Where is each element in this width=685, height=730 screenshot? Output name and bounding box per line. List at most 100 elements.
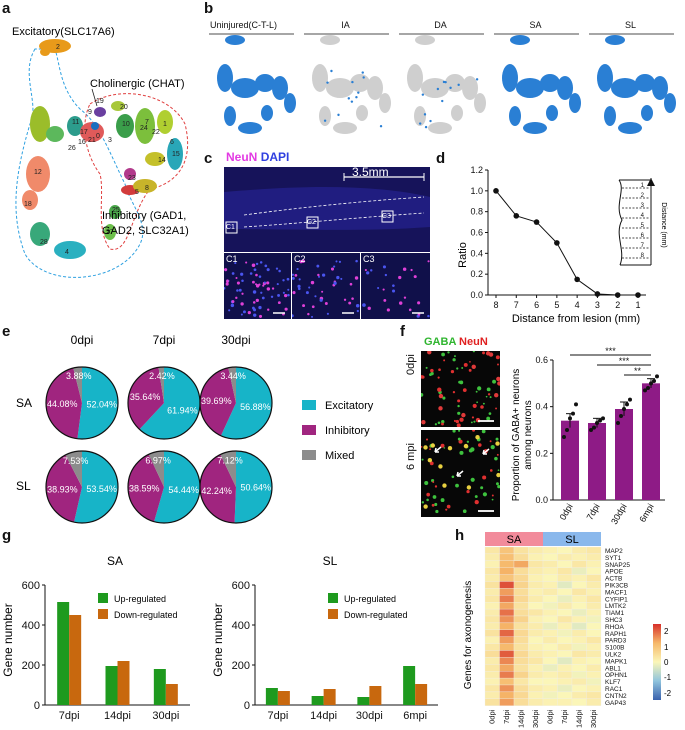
cell-dot	[355, 259, 358, 263]
heatmap-cell	[513, 622, 529, 630]
data-point	[635, 292, 641, 298]
heatmap-cell	[571, 615, 587, 624]
heatmap-cell	[499, 657, 515, 665]
x-tick-label: 14dpi	[104, 710, 131, 722]
cell-dot	[335, 260, 338, 263]
neuron-dot	[466, 485, 472, 490]
bar-down	[165, 684, 178, 705]
heatmap-cell	[484, 595, 500, 603]
arrow-icon	[434, 446, 442, 453]
heatmap-cell	[499, 622, 515, 630]
heatmap-cell	[484, 546, 500, 555]
data-point	[574, 276, 580, 283]
cell-dot	[311, 305, 315, 309]
cell-dot	[455, 483, 459, 488]
x-tick-label: 6mpi	[637, 502, 655, 524]
umap-blob	[462, 76, 478, 100]
cell-dot	[452, 391, 456, 394]
cell-dot	[305, 291, 309, 295]
umap-dot	[330, 69, 333, 73]
cbar-tick: -1	[664, 673, 672, 682]
zoom-c3-image: C3	[361, 253, 430, 319]
cell-dot	[455, 419, 460, 424]
heatmap-cell	[586, 650, 602, 658]
cell-dot	[496, 453, 499, 456]
heatmap-cell	[513, 581, 529, 589]
heatmap-cell	[513, 698, 529, 706]
heatmap-cell	[557, 608, 573, 617]
heatmap-cell	[513, 629, 529, 637]
neuron-dot	[471, 364, 476, 369]
x-tick-label: 7	[514, 300, 519, 310]
significance-stars: **	[634, 366, 642, 376]
cell-dot	[236, 289, 239, 292]
heatmap-cell	[557, 560, 573, 568]
umap-blob	[523, 122, 547, 134]
y-tick-label: 1.0	[470, 186, 483, 196]
data-point	[652, 379, 656, 383]
cell-dot	[333, 265, 336, 268]
cell-dot	[454, 355, 456, 358]
cell-dot	[489, 396, 492, 399]
cell-dot	[440, 443, 445, 448]
row-header-sl: SL	[16, 479, 31, 493]
cell-dot	[456, 367, 459, 370]
neuron-dot	[442, 483, 447, 488]
zoom-c1-label: C1	[226, 254, 238, 264]
heatmap-cell	[586, 691, 602, 699]
umap-dot	[362, 76, 365, 79]
cell-dot	[476, 401, 479, 404]
condition-label-3: SA	[529, 20, 541, 30]
data-point	[614, 292, 621, 298]
cell-dot	[349, 282, 353, 286]
heatmap-cell	[542, 629, 558, 637]
cell-dot	[286, 277, 290, 281]
cell-dot	[475, 390, 478, 393]
x-tick-label: 4	[575, 300, 580, 310]
heatmap-cell	[513, 615, 529, 624]
heatmap-cell	[513, 595, 529, 603]
heatmap-cell	[557, 650, 573, 658]
data-point	[493, 188, 499, 194]
heatmap-cell	[557, 657, 573, 665]
cell-dot	[277, 301, 281, 305]
umap-dot	[421, 93, 425, 96]
heatmap-cell	[571, 588, 587, 596]
cell-dot	[453, 419, 456, 423]
cell-dot	[263, 281, 266, 284]
g-legend-swatch-up-sl	[328, 593, 338, 603]
heatmap-cell	[571, 657, 587, 665]
cell-dot	[282, 279, 285, 282]
heatmap-cell	[528, 574, 544, 582]
cell-dot	[276, 283, 279, 286]
umap-blob	[474, 93, 486, 113]
cell-dot	[457, 399, 461, 403]
umap-blob	[540, 74, 560, 92]
cell-dot	[410, 268, 413, 272]
cell-dot	[253, 313, 257, 317]
cell-dot	[255, 273, 258, 277]
cell-dot	[432, 495, 437, 499]
cell-dot	[382, 288, 385, 291]
pie-value-label: 7.12%	[217, 456, 243, 466]
cell-dot	[456, 423, 461, 427]
cell-dot	[252, 308, 256, 311]
panel-label-c: c	[204, 150, 213, 167]
x-tick-label: 0dpi	[558, 502, 575, 522]
cell-dot	[310, 280, 315, 285]
cluster-label: 11	[72, 119, 79, 126]
heatmap-cell	[557, 643, 573, 651]
heatmap-cell	[484, 650, 500, 658]
heatmap-cell	[586, 581, 602, 589]
gene-label: ABL1	[605, 665, 621, 672]
gene-label: MACF1	[605, 589, 627, 596]
g-legend-up-sl: Up-regulated	[344, 594, 396, 604]
heatmap-cell	[586, 664, 602, 672]
data-point	[533, 219, 540, 225]
col-header-0dpi: 0dpi	[71, 333, 94, 347]
heatmap-cell	[528, 691, 544, 699]
cell-dot	[278, 269, 281, 273]
column-label: 0dpi	[545, 709, 554, 724]
heatmap-cell	[571, 629, 587, 637]
cell-dot	[338, 260, 342, 263]
